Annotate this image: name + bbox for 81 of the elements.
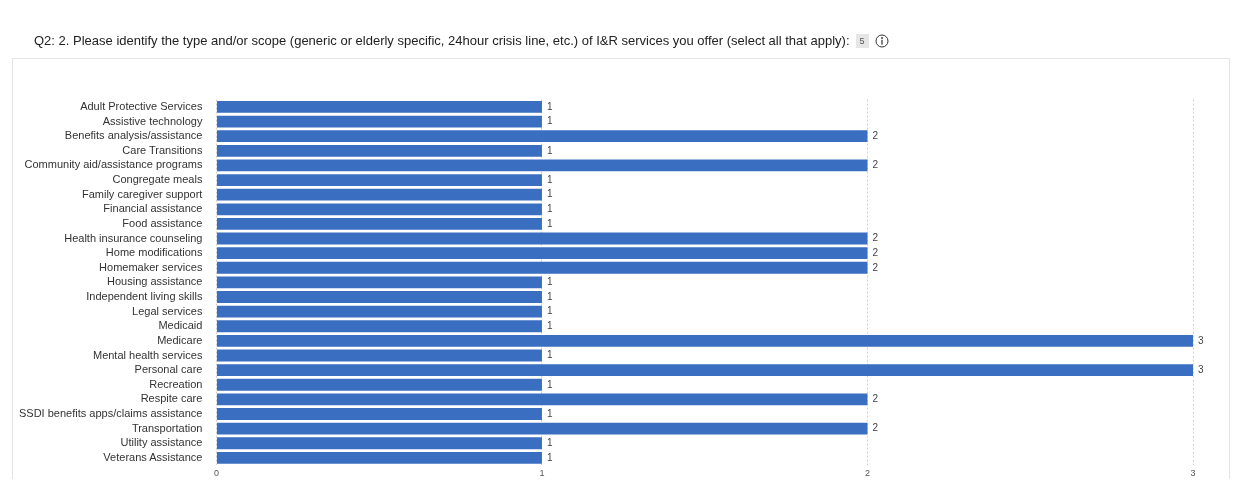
bar — [216, 334, 1193, 347]
y-tick-label: Medicare — [157, 333, 203, 346]
data-label: 1 — [546, 115, 553, 127]
data-label: 1 — [546, 217, 553, 229]
bar — [216, 437, 542, 450]
bar — [216, 349, 542, 362]
y-tick-label: Legal services — [132, 304, 203, 317]
data-label: 1 — [546, 290, 553, 302]
y-tick-label: Family caregiver support — [81, 187, 203, 200]
data-label: 2 — [872, 261, 879, 273]
data-label: 1 — [546, 437, 553, 449]
y-tick-label: Respite care — [140, 392, 203, 405]
data-label: 1 — [546, 349, 553, 361]
y-tick-label: Independent living skills — [86, 290, 203, 303]
data-label: 1 — [546, 188, 553, 200]
bar — [216, 261, 868, 274]
y-tick-label: Congregate meals — [112, 173, 203, 186]
x-tick-label: 2 — [864, 468, 870, 479]
y-tick-label: Transportation — [131, 421, 203, 434]
y-tick-label: Personal care — [134, 363, 203, 376]
data-label: 1 — [546, 100, 553, 112]
y-tick-label: Medicaid — [158, 319, 203, 332]
bar — [216, 174, 542, 186]
data-label: 1 — [546, 407, 553, 419]
y-tick-label: Benefits analysis/assistance — [64, 129, 203, 142]
x-tick-label: 1 — [539, 468, 545, 479]
bar — [216, 451, 542, 464]
y-tick-label: Home modifications — [105, 246, 203, 259]
data-label: 3 — [1198, 334, 1204, 346]
y-tick-label: Mental health services — [92, 348, 203, 361]
text: 5 — [855, 33, 869, 48]
data-label: 2 — [872, 422, 879, 434]
bar — [216, 378, 542, 391]
data-label: 1 — [546, 144, 553, 156]
bar — [216, 218, 542, 230]
bar — [216, 393, 868, 406]
y-tick-label: Care Transitions — [122, 143, 203, 156]
bar — [216, 364, 1193, 377]
bar — [216, 291, 542, 303]
data-label: 3 — [1198, 363, 1204, 375]
data-label: 1 — [546, 305, 553, 317]
bar — [216, 408, 542, 420]
x-tick-label: 0 — [213, 468, 219, 479]
bar — [216, 144, 542, 157]
bar — [216, 422, 868, 435]
data-label: 1 — [546, 451, 553, 463]
bar — [216, 159, 868, 172]
bar — [216, 203, 542, 216]
y-tick-label: Food assistance — [122, 216, 203, 229]
bar — [216, 247, 868, 260]
y-tick-label: Housing assistance — [107, 275, 203, 288]
data-label: 2 — [872, 129, 879, 141]
y-tick-label: Assistive technology — [102, 114, 203, 127]
data-label: 2 — [872, 232, 879, 244]
bar — [216, 130, 868, 143]
bar — [216, 305, 542, 318]
y-tick-label: Financial assistance — [103, 202, 203, 215]
y-tick-label: SSDI benefits apps/claims assistance — [19, 407, 203, 420]
data-label: 1 — [546, 378, 553, 390]
y-tick-label: Adult Protective Services — [80, 99, 203, 112]
data-label: 1 — [546, 173, 553, 185]
bar — [216, 276, 542, 289]
bar — [216, 115, 542, 128]
data-label: 2 — [872, 159, 879, 171]
chart-title: Q2: 2. Please identify the type and/or scope (generic or elderly specific, 24hour crisis line, etc.) of I&R services you offer (select all that apply): — [34, 33, 850, 48]
y-tick-label: Community aid/assistance programs — [24, 158, 203, 171]
y-tick-label: Health insurance counseling — [64, 231, 203, 244]
data-label: 1 — [546, 276, 553, 288]
y-tick-label: Homemaker services — [99, 260, 203, 273]
bar — [216, 320, 542, 333]
data-label: 1 — [546, 320, 553, 332]
y-tick-label: Utility assistance — [120, 436, 203, 449]
bar — [216, 188, 542, 201]
bar — [216, 101, 542, 113]
bar — [216, 232, 868, 245]
data-label: 1 — [546, 203, 553, 215]
data-label: 2 — [872, 246, 879, 258]
y-tick-label: Recreation — [149, 377, 203, 390]
x-tick-label: 3 — [1190, 468, 1196, 479]
y-tick-label: Veterans Assistance — [103, 450, 203, 463]
data-label: 2 — [872, 393, 879, 405]
